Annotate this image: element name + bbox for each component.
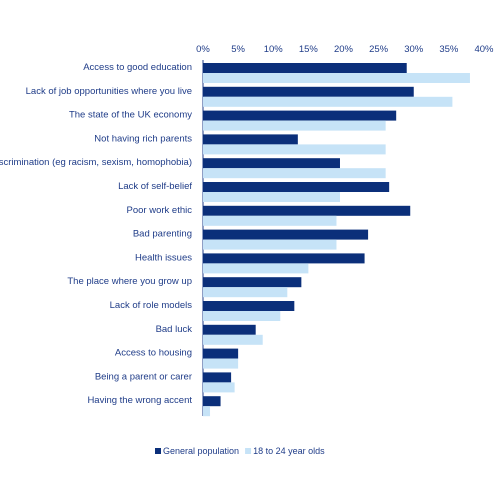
bar-18-to-24-3 xyxy=(203,144,386,155)
category-labels: Access to good education Lack of job oppo… xyxy=(0,62,192,406)
category-label: The place where you grow up xyxy=(67,276,192,287)
x-tick-label: 40% xyxy=(474,44,494,55)
bar-18-to-24-5 xyxy=(203,192,340,202)
category-label: Access to good education xyxy=(83,62,192,73)
bar-general-population-1 xyxy=(203,86,414,97)
x-tick-label: 20% xyxy=(334,44,354,55)
category-label: Not having rich parents xyxy=(94,133,192,144)
bar-18-to-24-9 xyxy=(203,287,288,298)
category-label: Discrimination (eg racism, sexism, homop… xyxy=(0,157,192,168)
bar-18-to-24-12 xyxy=(203,358,239,369)
category-label: Lack of self-belief xyxy=(118,181,192,192)
legend-swatch xyxy=(245,448,252,454)
bar-18-to-24-8 xyxy=(203,263,309,274)
legend-label: 18 to 24 year olds xyxy=(253,446,325,456)
bar-general-population-13 xyxy=(203,372,232,383)
category-label: Lack of role models xyxy=(110,300,193,311)
bars xyxy=(203,63,470,417)
category-label: Bad luck xyxy=(156,324,193,335)
bar-general-population-4 xyxy=(203,158,340,169)
category-label: Health issues xyxy=(135,252,192,263)
category-label: Having the wrong accent xyxy=(87,395,192,406)
bar-18-to-24-10 xyxy=(203,311,281,321)
bar-general-population-12 xyxy=(203,348,239,359)
x-tick-label: 0% xyxy=(196,44,210,55)
bar-general-population-0 xyxy=(203,63,407,73)
x-tick-label: 15% xyxy=(299,44,319,55)
bar-general-population-14 xyxy=(203,396,221,407)
bar-18-to-24-0 xyxy=(203,73,470,83)
bar-general-population-5 xyxy=(203,182,390,192)
bar-18-to-24-14 xyxy=(203,406,211,417)
bar-general-population-7 xyxy=(203,229,369,240)
bar-18-to-24-1 xyxy=(203,96,453,107)
legend: General population 18 to 24 year olds xyxy=(155,446,325,456)
category-label: Being a parent or carer xyxy=(95,371,192,382)
category-label: Lack of job opportunities where you live xyxy=(26,86,192,97)
bar-18-to-24-7 xyxy=(203,239,337,250)
x-tick-label: 25% xyxy=(369,44,389,55)
bar-18-to-24-13 xyxy=(203,382,235,393)
x-tick-label: 5% xyxy=(231,44,245,55)
category-label: Access to housing xyxy=(115,348,192,359)
x-tick-label: 10% xyxy=(264,44,284,55)
legend-swatch xyxy=(155,448,161,454)
bar-general-population-2 xyxy=(203,110,397,121)
bar-general-population-10 xyxy=(203,301,295,311)
bar-18-to-24-6 xyxy=(203,215,337,226)
category-label: The state of the UK economy xyxy=(69,110,192,121)
category-label: Poor work ethic xyxy=(127,205,193,216)
bar-general-population-11 xyxy=(203,324,256,335)
bar-18-to-24-11 xyxy=(203,334,263,345)
bar-18-to-24-4 xyxy=(203,168,386,179)
bar-general-population-6 xyxy=(203,205,411,216)
x-axis-ticks: 0% 5% 10% 15% 20% 25% 30% 35% 40% xyxy=(196,44,494,55)
category-label: Bad parenting xyxy=(133,229,192,240)
x-tick-label: 35% xyxy=(439,44,459,55)
bar-general-population-9 xyxy=(203,277,302,288)
bar-18-to-24-2 xyxy=(203,120,386,131)
bar-general-population-8 xyxy=(203,253,365,264)
bar-general-population-3 xyxy=(203,134,298,145)
x-tick-label: 30% xyxy=(404,44,424,55)
legend-label: General population xyxy=(163,446,239,456)
